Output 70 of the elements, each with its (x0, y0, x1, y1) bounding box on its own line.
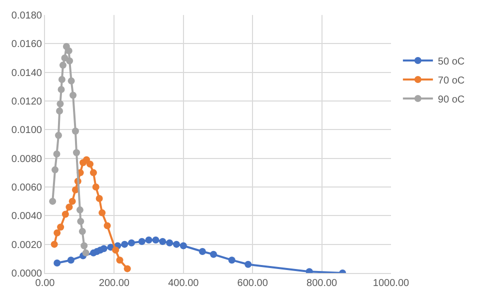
point (68, 77, 75, 84)
y-tick-label: 0.0180 (11, 10, 42, 22)
y-tick-label: 0.0140 (11, 68, 42, 79)
y-tick-label: 0.0120 (11, 96, 42, 108)
point (50, 240, 58, 248)
point (72, 128, 79, 135)
point (96, 194, 103, 202)
x-tick-label: 800.00 (306, 278, 338, 289)
legend-label: 70 oC (438, 75, 465, 86)
point (228, 256, 236, 264)
point (52, 166, 59, 174)
point (210, 250, 217, 258)
point (58, 86, 65, 94)
point (121, 240, 128, 248)
point (244, 260, 252, 268)
point (56, 100, 64, 108)
point (138, 238, 146, 245)
legend-label: 50 oC (438, 56, 465, 68)
point (172, 240, 180, 248)
x-tick-label: 200.00 (98, 278, 130, 289)
point (66, 57, 74, 64)
y-tick-label: 0.0060 (11, 182, 42, 194)
y-tick-label: 0.0020 (11, 240, 42, 251)
point (104, 222, 111, 230)
point (53, 150, 60, 158)
point (54, 229, 61, 236)
x-tick-label: 600.00 (237, 278, 268, 289)
point (59, 62, 66, 69)
point (82, 249, 90, 256)
y-tick-label: 0.0080 (11, 154, 42, 165)
point (166, 239, 174, 246)
point (61, 54, 68, 62)
point (56, 108, 64, 115)
y-tick-label: 0.0100 (11, 125, 42, 136)
y-tick-label: 0.0040 (11, 211, 42, 222)
point (152, 236, 160, 244)
point (67, 256, 74, 264)
point (86, 160, 94, 168)
x-tick-label: 1000.00 (372, 278, 410, 289)
point (66, 204, 73, 211)
point (92, 184, 100, 190)
point (58, 76, 66, 83)
point (62, 210, 69, 218)
point (78, 228, 86, 235)
point (198, 248, 206, 255)
y-tick-label: 0.0000 (11, 268, 42, 280)
point (124, 265, 131, 272)
legend-label: 90 oC (438, 94, 465, 106)
point (77, 218, 84, 225)
point (180, 242, 187, 250)
point (68, 198, 76, 205)
y-tick-label: 0.0160 (11, 39, 42, 50)
point (159, 238, 166, 245)
point (90, 169, 97, 176)
point (112, 246, 120, 254)
point (54, 132, 62, 139)
point (80, 242, 88, 250)
point (76, 206, 84, 214)
point (70, 92, 77, 99)
point (116, 256, 124, 264)
x-tick-label: 0.00 (35, 278, 56, 289)
point (100, 245, 108, 252)
point (49, 198, 56, 205)
point (145, 236, 152, 244)
point (54, 259, 61, 266)
point (128, 239, 135, 246)
x-tick-label: 400.00 (168, 278, 200, 289)
point (72, 149, 80, 156)
point (98, 209, 106, 216)
point (57, 224, 64, 231)
